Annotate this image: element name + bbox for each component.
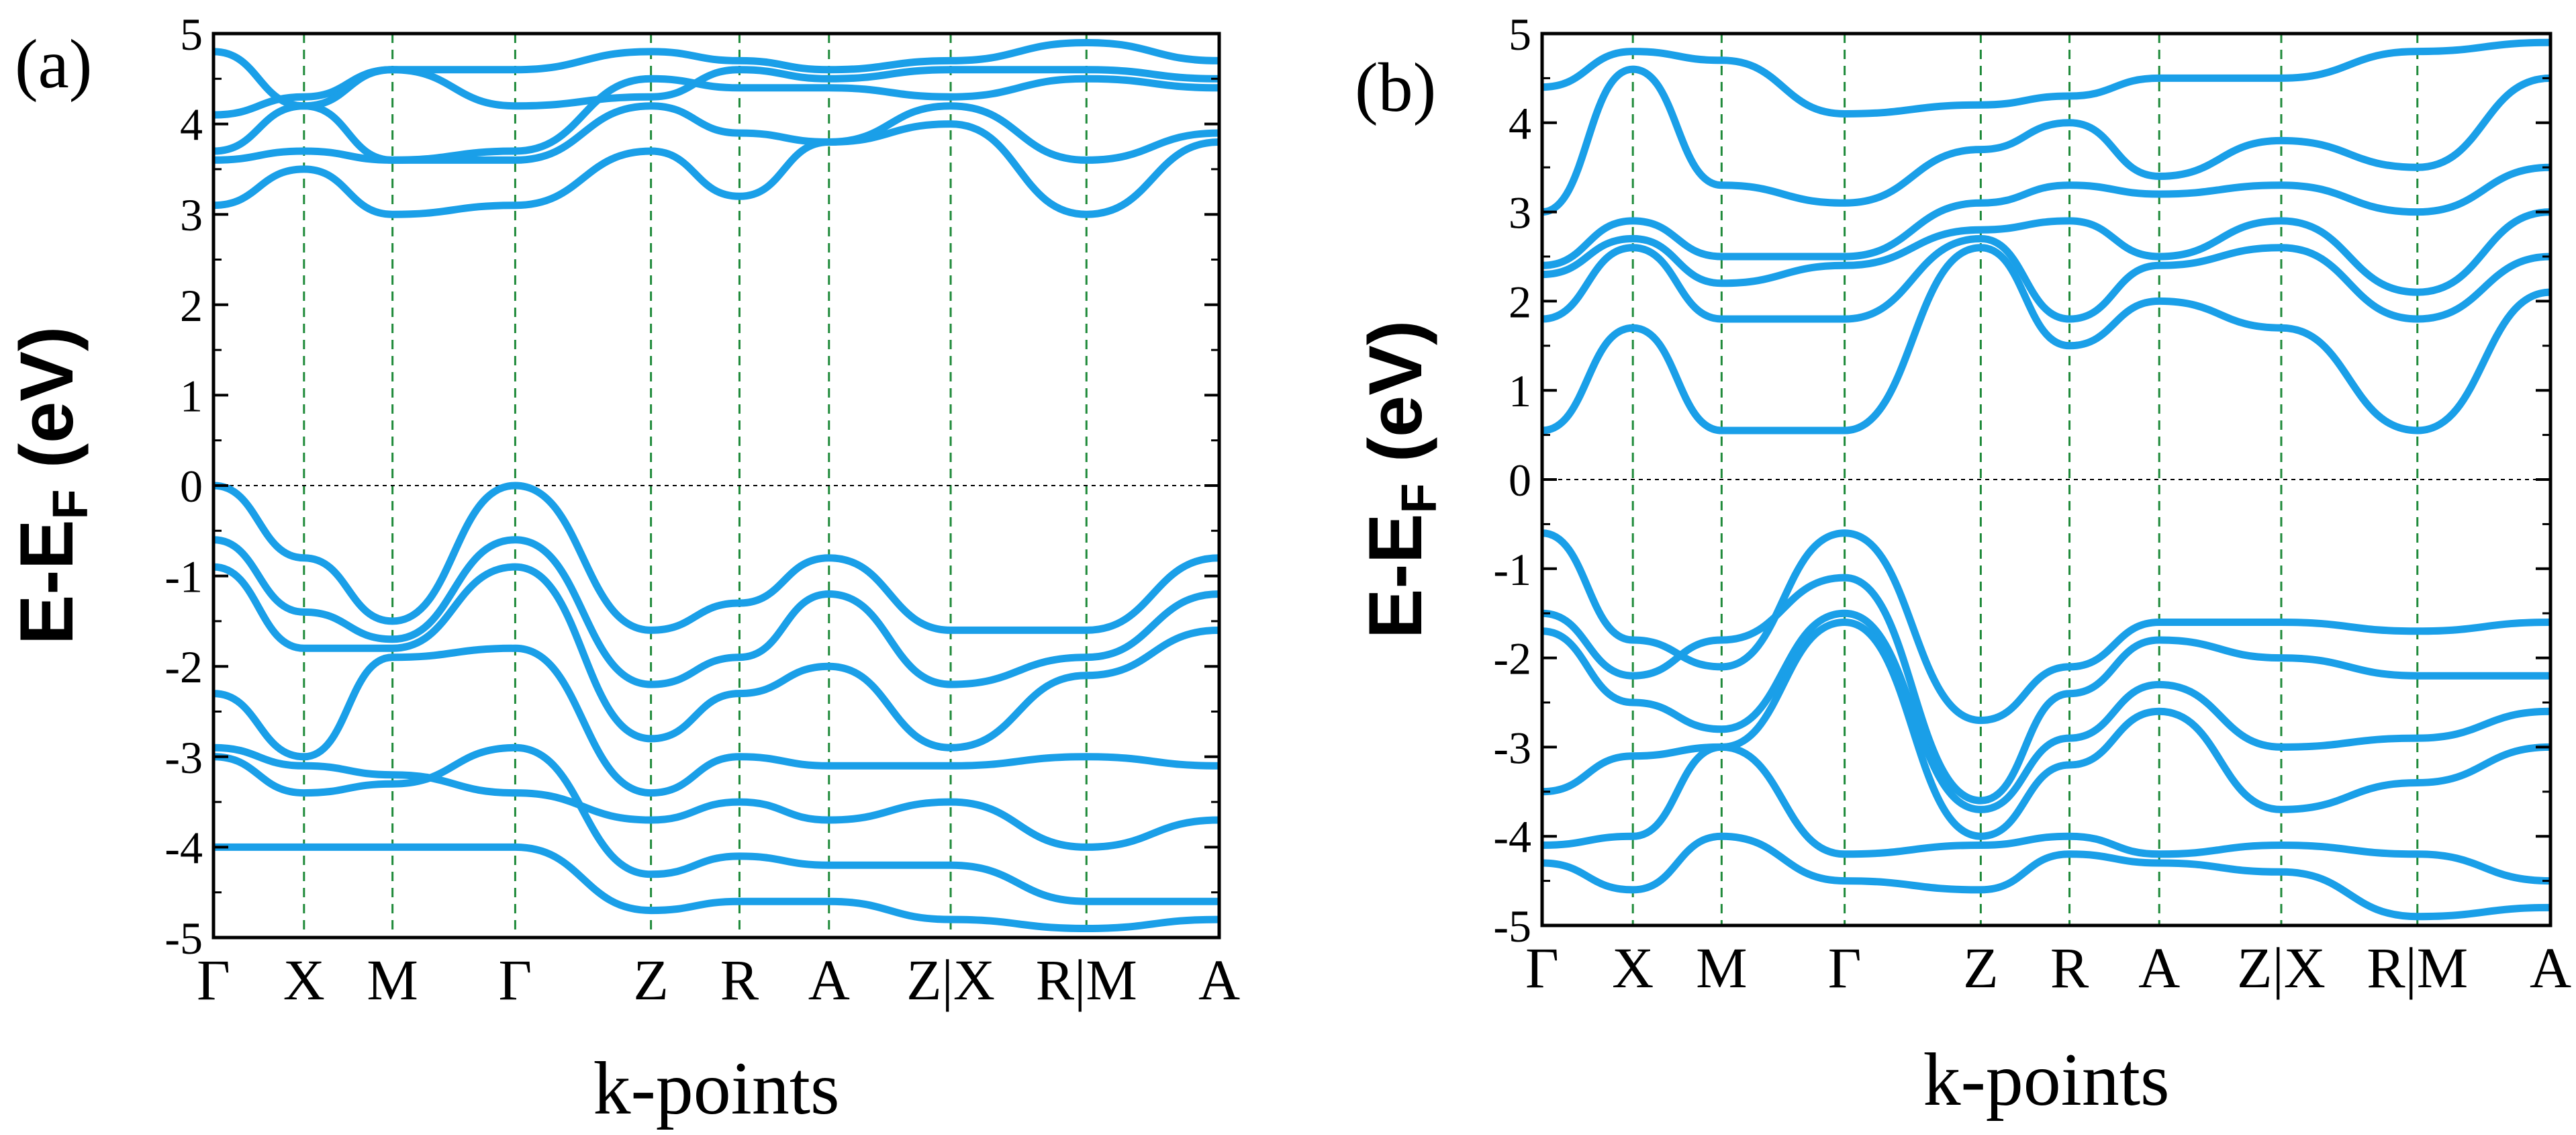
k-point-label: Z|X xyxy=(906,948,995,1012)
y-tick-label: -5 xyxy=(164,913,203,964)
k-point-label: R xyxy=(2050,936,2089,1000)
band-line-v3 xyxy=(213,563,1219,752)
k-point-label: Z xyxy=(1963,936,1999,1000)
k-point-label: A xyxy=(1198,948,1240,1012)
band-line-c3 xyxy=(1542,208,2550,296)
x-axis-label: k-points xyxy=(1923,1038,2169,1122)
y-tick-label: -3 xyxy=(164,732,203,783)
band-line-c3 xyxy=(213,75,1219,164)
y-tick-label: 4 xyxy=(1509,98,1531,149)
k-point-label: X xyxy=(283,948,325,1012)
y-axis-label: E-EF (eV) xyxy=(1353,320,1447,639)
y-axis-label-subscript: F xyxy=(1391,483,1447,513)
k-point-label: R|M xyxy=(1036,948,1137,1012)
band-line-c4 xyxy=(1542,163,2550,269)
k-point-label: R|M xyxy=(2367,936,2468,1000)
k-point-label: Z|X xyxy=(2237,936,2326,1000)
k-point-label: Z xyxy=(633,948,669,1012)
band-line-c5 xyxy=(1542,65,2550,216)
band-line-v5 xyxy=(1542,743,2550,885)
band-line-c6 xyxy=(1542,38,2550,118)
band-line-v6 xyxy=(213,743,1219,905)
k-point-label: A xyxy=(808,948,850,1012)
y-tick-label: 0 xyxy=(1509,455,1531,506)
y-axis-label-unit: (eV) xyxy=(1353,320,1437,484)
y-tick-label: 2 xyxy=(180,280,203,331)
y-tick-label: -1 xyxy=(1493,544,1531,595)
y-tick-label: 3 xyxy=(1509,187,1531,238)
band-line-v4 xyxy=(213,644,1219,797)
band-line-c5 xyxy=(213,39,1219,110)
band-line-c1 xyxy=(1542,244,2550,435)
panel-label: (a) xyxy=(15,26,92,103)
y-tick-label: -4 xyxy=(1493,811,1531,862)
y-tick-label: -3 xyxy=(1493,722,1531,773)
k-point-label: Γ xyxy=(1828,936,1862,1000)
y-tick-label: 5 xyxy=(180,9,203,60)
y-tick-label: -2 xyxy=(164,641,203,692)
y-axis-label-main: E-E xyxy=(1353,514,1437,639)
y-tick-label: 5 xyxy=(1509,9,1531,60)
panel-label: (b) xyxy=(1355,49,1436,126)
y-tick-label: 1 xyxy=(1509,365,1531,416)
y-tick-label: 4 xyxy=(180,99,203,150)
plot-frame xyxy=(211,32,1221,940)
band-line-v2 xyxy=(1542,574,2550,805)
band-line-v4 xyxy=(1542,619,2550,840)
plot-frame xyxy=(1540,32,2553,927)
k-point-label: X xyxy=(1612,936,1654,1000)
y-axis-label-main: E-E xyxy=(5,520,89,645)
k-point-label: R xyxy=(720,948,759,1012)
k-point-label: M xyxy=(1696,936,1747,1000)
k-point-label: Γ xyxy=(499,948,532,1012)
band-line-v7 xyxy=(213,843,1219,932)
y-axis-label-subscript: F xyxy=(42,489,98,519)
y-tick-label: -5 xyxy=(1493,901,1531,952)
band-line-c2 xyxy=(1542,234,2550,323)
band-line-c2 xyxy=(213,102,1219,164)
y-axis-label-unit: (eV) xyxy=(5,326,89,490)
band-line-v1 xyxy=(1542,529,2550,725)
band-line-c1 xyxy=(213,120,1219,218)
y-tick-label: 1 xyxy=(180,370,203,421)
y-axis-label: E-EF (eV) xyxy=(5,326,98,645)
k-point-label: Γ xyxy=(197,948,230,1012)
x-axis-label: k-points xyxy=(593,1047,839,1130)
k-point-label: A xyxy=(2138,936,2180,1000)
y-tick-label: -2 xyxy=(1493,633,1531,684)
k-point-label: M xyxy=(367,948,418,1012)
band-line-v3 xyxy=(1542,609,2550,813)
y-tick-label: -4 xyxy=(164,822,203,873)
k-point-label: A xyxy=(2530,936,2571,1000)
k-point-label: Γ xyxy=(1525,936,1559,1000)
band-line-v1 xyxy=(213,482,1219,634)
band-line-v5 xyxy=(213,743,1219,851)
y-tick-label: -1 xyxy=(164,551,203,602)
y-tick-label: 2 xyxy=(1509,276,1531,327)
band-line-v2 xyxy=(213,536,1219,688)
band-line-v6 xyxy=(1542,832,2550,921)
y-tick-label: 0 xyxy=(180,461,203,512)
y-tick-label: 3 xyxy=(180,189,203,240)
